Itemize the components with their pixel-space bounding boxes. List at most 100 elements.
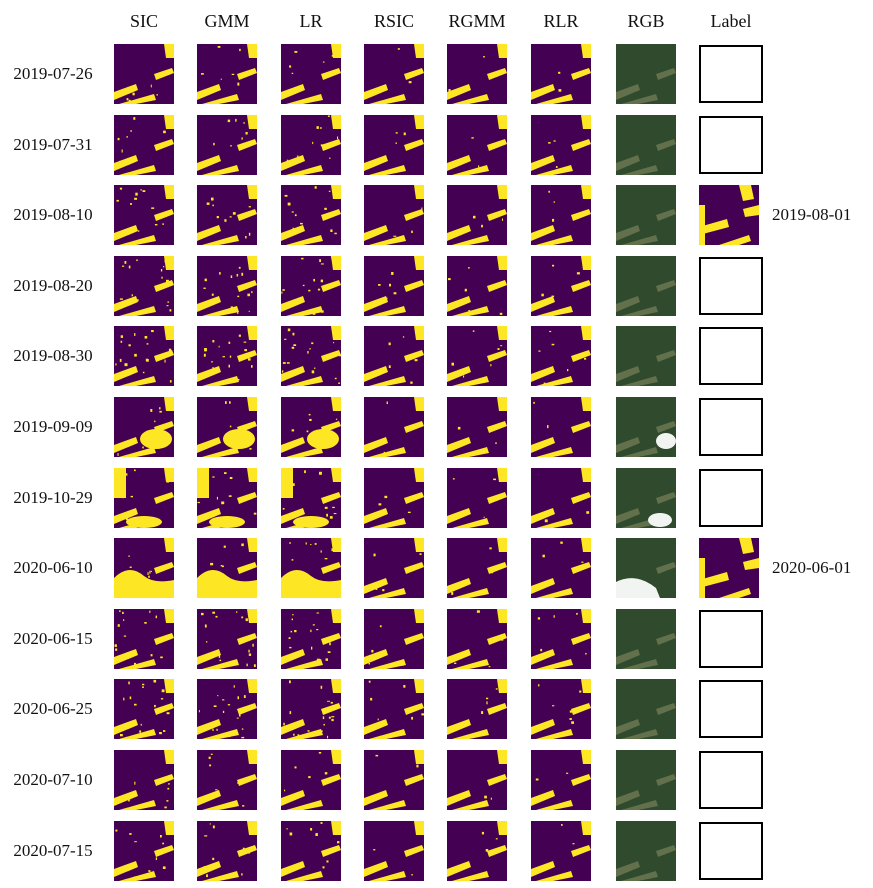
row-date-label: 2020-07-15	[13, 841, 93, 860]
row-date-label: 2019-07-31	[13, 135, 93, 154]
segmentation-tile	[447, 185, 507, 245]
row-date-label: 2019-09-09	[13, 417, 93, 436]
segmentation-tile	[531, 185, 591, 245]
column-header: RSIC	[373, 11, 415, 31]
segmentation-tile	[364, 750, 424, 810]
rgb-image-tile	[616, 609, 676, 669]
segmentation-tile	[197, 44, 257, 104]
segmentation-tile	[281, 326, 341, 386]
row-date-label: 2020-06-10	[13, 558, 93, 577]
segmentation-tile	[281, 185, 341, 245]
ground-truth-label-tile	[699, 538, 759, 598]
row-date-label: 2019-08-30	[13, 346, 93, 365]
segmentation-tile	[531, 115, 591, 175]
segmentation-tile	[197, 821, 257, 881]
segmentation-tile	[447, 256, 507, 316]
segmentation-tile	[197, 115, 257, 175]
rgb-image-tile	[616, 185, 676, 245]
row-date-label: 2020-06-25	[13, 699, 93, 718]
segmentation-tile	[447, 44, 507, 104]
segmentation-tile	[114, 256, 174, 316]
segmentation-tile	[447, 326, 507, 386]
segmentation-tile	[114, 538, 174, 598]
rgb-image-tile	[616, 256, 676, 316]
segmentation-tile	[447, 468, 507, 528]
row-date-label: 2020-06-15	[13, 629, 93, 648]
segmentation-tile	[197, 750, 257, 810]
segmentation-tile	[114, 679, 174, 739]
empty-label-box	[699, 327, 763, 385]
empty-label-box	[699, 116, 763, 174]
segmentation-tile	[114, 397, 174, 457]
segmentation-tile	[197, 468, 257, 528]
column-header: RLR	[543, 11, 579, 31]
ground-truth-label-tile	[699, 185, 759, 245]
rgb-image-tile	[616, 821, 676, 881]
segmentation-tile	[531, 256, 591, 316]
segmentation-tile	[447, 750, 507, 810]
segmentation-tile	[531, 750, 591, 810]
rgb-image-tile	[616, 679, 676, 739]
rgb-image-tile	[616, 750, 676, 810]
rgb-image-tile	[616, 44, 676, 104]
segmentation-tile	[447, 821, 507, 881]
segmentation-tile	[364, 397, 424, 457]
row-date-label: 2019-10-29	[13, 488, 93, 507]
segmentation-tile	[114, 468, 174, 528]
segmentation-tile	[114, 609, 174, 669]
segmentation-tile	[447, 679, 507, 739]
segmentation-tile	[281, 538, 341, 598]
label-date-annotation: 2020-06-01	[772, 558, 852, 577]
segmentation-tile	[114, 44, 174, 104]
segmentation-tile	[364, 256, 424, 316]
rgb-image-tile	[616, 397, 676, 457]
segmentation-tile	[531, 538, 591, 598]
segmentation-tile	[447, 538, 507, 598]
empty-label-box	[699, 257, 763, 315]
segmentation-tile	[197, 185, 257, 245]
segmentation-tile	[281, 397, 341, 457]
segmentation-tile	[281, 821, 341, 881]
segmentation-tile	[114, 115, 174, 175]
empty-label-box	[699, 45, 763, 103]
empty-label-box	[699, 822, 763, 880]
segmentation-tile	[114, 326, 174, 386]
segmentation-tile	[531, 609, 591, 669]
empty-label-box	[699, 751, 763, 809]
column-header: SIC	[129, 11, 158, 31]
segmentation-tile	[197, 538, 257, 598]
rgb-image-tile	[616, 115, 676, 175]
segmentation-tile	[447, 397, 507, 457]
segmentation-tile	[281, 256, 341, 316]
segmentation-tile	[364, 468, 424, 528]
segmentation-tile	[197, 326, 257, 386]
empty-label-box	[699, 610, 763, 668]
row-date-label: 2019-08-20	[13, 276, 93, 295]
segmentation-tile	[114, 185, 174, 245]
segmentation-tile	[531, 679, 591, 739]
segmentation-tile	[364, 609, 424, 669]
segmentation-tile	[364, 679, 424, 739]
segmentation-tile	[197, 609, 257, 669]
segmentation-tile	[531, 326, 591, 386]
column-header: Label	[710, 11, 752, 31]
row-date-label: 2019-08-10	[13, 205, 93, 224]
segmentation-tile	[447, 115, 507, 175]
segmentation-tile	[364, 326, 424, 386]
label-date-annotation: 2019-08-01	[772, 205, 852, 224]
segmentation-tile	[197, 397, 257, 457]
empty-label-box	[699, 398, 763, 456]
segmentation-tile	[447, 609, 507, 669]
segmentation-tile	[364, 44, 424, 104]
segmentation-tile	[531, 397, 591, 457]
column-header: LR	[299, 11, 323, 31]
segmentation-tile	[281, 468, 341, 528]
segmentation-tile	[531, 821, 591, 881]
rgb-image-tile	[616, 538, 676, 598]
segmentation-tile	[281, 679, 341, 739]
segmentation-tile	[281, 44, 341, 104]
segmentation-tile	[364, 821, 424, 881]
segmentation-tile	[531, 468, 591, 528]
empty-label-box	[699, 469, 763, 527]
